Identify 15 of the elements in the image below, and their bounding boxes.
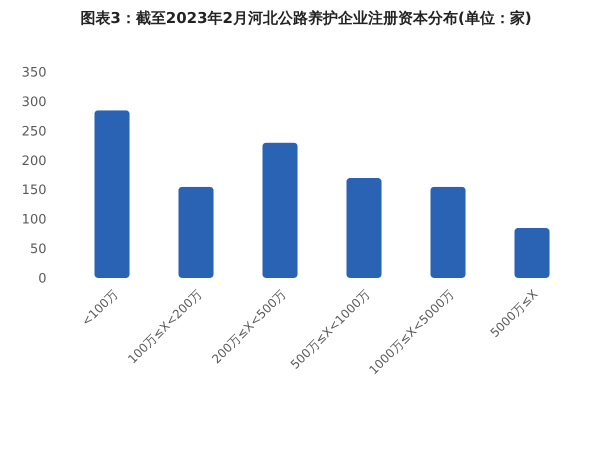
bar (94, 110, 130, 278)
y-tick-label: 100 (22, 212, 46, 228)
bar (430, 186, 466, 278)
y-tick-label: 150 (22, 183, 46, 198)
y-tick-label: 350 (22, 66, 46, 80)
y-tick-label: 0 (38, 272, 46, 286)
y-tick-label: 300 (22, 94, 46, 110)
chart-title: 图表3：截至2023年2月河北公路养护企业注册资本分布(单位：家) (80, 9, 532, 27)
bar (514, 228, 550, 278)
bar (178, 186, 214, 278)
y-tick-label: 250 (22, 124, 46, 140)
bar (346, 178, 382, 278)
y-tick-label: 50 (30, 242, 46, 258)
bar (262, 142, 298, 278)
y-tick-label: 200 (22, 154, 46, 169)
